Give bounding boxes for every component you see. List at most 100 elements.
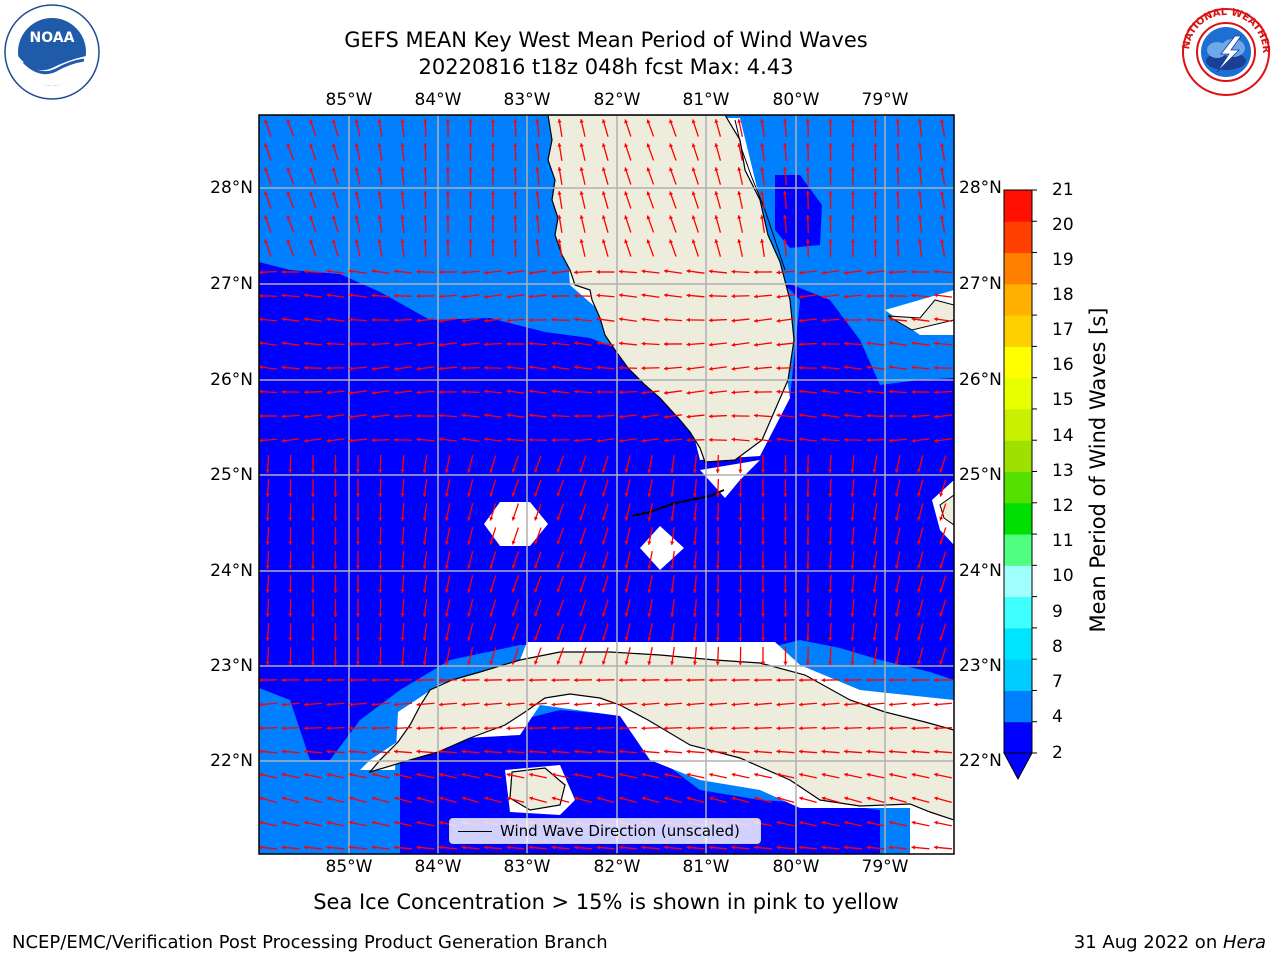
wind-wave-arrowhead (513, 143, 518, 147)
wind-wave-arrowhead (709, 726, 713, 731)
wind-wave-arrowhead (439, 342, 443, 347)
wind-wave-arrowhead (894, 493, 899, 497)
wind-wave-arrowhead (596, 677, 600, 683)
wind-wave-arrowhead (624, 660, 629, 665)
wind-wave-arrowhead (692, 541, 698, 545)
wind-wave-arrowhead (624, 167, 629, 172)
wind-wave-arrowhead (422, 589, 427, 593)
wind-wave-arrowhead (664, 341, 668, 347)
wind-wave-arrowhead (579, 612, 584, 617)
wind-wave-arrowhead (371, 390, 376, 395)
chart-title: GEFS MEAN Key West Mean Period of Wind W… (344, 28, 868, 52)
wind-wave-arrowhead (828, 637, 833, 641)
wind-wave-arrowhead (670, 637, 675, 641)
wind-wave-arrowhead (489, 516, 494, 521)
wind-wave-arrowhead (873, 191, 878, 195)
wind-wave-arrowhead (310, 661, 316, 665)
wind-wave-arrowhead (394, 437, 398, 442)
wind-wave-arrowhead (783, 565, 788, 569)
wind-wave-arrowhead (326, 796, 331, 801)
wind-wave-arrowhead (647, 541, 652, 545)
wind-wave-arrowhead (445, 119, 451, 123)
wind-wave-arrowhead (805, 167, 810, 171)
wind-wave-arrowhead (895, 191, 900, 195)
wind-wave-arrowhead (304, 749, 308, 754)
wind-wave-arrowhead (646, 143, 651, 148)
wind-wave-arrowhead (551, 677, 555, 683)
wind-wave-arrowhead (619, 390, 623, 395)
wind-wave-arrowhead (850, 215, 856, 219)
wind-wave-arrowhead (737, 143, 742, 147)
wind-wave-arrowhead (917, 119, 923, 123)
colorbar-bin (1004, 315, 1032, 347)
wind-wave-arrowhead (259, 317, 263, 322)
wind-wave-arrowhead (641, 726, 645, 731)
wind-wave-arrowhead (467, 660, 472, 665)
wind-wave-arrowhead (601, 540, 606, 545)
wind-wave-arrowhead (670, 493, 675, 497)
wind-wave-arrowhead (709, 342, 713, 347)
wind-wave-arrowhead (579, 119, 584, 123)
wind-wave-arrowhead (664, 796, 669, 801)
wind-wave-arrowhead (686, 438, 690, 443)
wind-wave-arrowhead (760, 661, 766, 665)
wind-wave-arrowhead (760, 167, 765, 171)
wind-wave-arrowhead (489, 540, 494, 545)
wind-wave-arrowhead (850, 239, 856, 243)
wind-wave-arrowhead (551, 438, 555, 443)
lat-label-left: 28°N (210, 178, 253, 198)
wind-wave-arrowhead (850, 541, 855, 545)
wind-wave-arrowhead (760, 493, 766, 497)
wind-wave-arrowhead (686, 772, 691, 777)
wind-wave-arrowhead (939, 612, 944, 617)
wind-wave-arrowhead (489, 492, 494, 497)
wind-wave-arrowhead (601, 564, 606, 569)
wind-wave-arrowhead (850, 143, 856, 147)
wind-wave-arrowhead (286, 143, 291, 148)
wind-wave-arrowhead (281, 341, 286, 346)
colorbar-tick-label: 20 (1052, 215, 1074, 235)
wind-wave-arrowhead (265, 493, 270, 497)
national-weather-service-logo: NATIONAL WEATHER SERVICE (1173, 0, 1275, 102)
wind-wave-arrowhead (490, 119, 496, 123)
wind-wave-arrowhead (911, 845, 916, 850)
wind-wave-arrowhead (349, 820, 353, 825)
sea-dark-blue-northeast (775, 175, 822, 248)
wind-wave-arrowhead (799, 749, 803, 754)
wind-wave-arrowhead (506, 413, 511, 418)
wind-wave-arrowhead (326, 414, 331, 419)
wind-wave-arrowhead (782, 215, 788, 219)
wind-wave-arrowhead (461, 413, 466, 418)
wind-wave-arrowhead (850, 119, 856, 123)
wind-wave-arrowhead (394, 820, 398, 825)
wind-wave-arrowhead (624, 191, 629, 196)
wind-wave-arrowhead (506, 365, 511, 370)
wind-wave-arrowhead (506, 726, 510, 731)
wind-wave-arrowhead (304, 845, 308, 850)
wind-wave-arrowhead (850, 167, 856, 171)
wind-wave-arrowhead (850, 469, 855, 473)
wind-wave-arrowhead (754, 702, 758, 707)
wind-wave-arrowhead (641, 269, 646, 274)
wind-wave-arrowhead (288, 493, 293, 497)
wind-wave-arrowhead (715, 589, 720, 593)
wind-wave-arrowhead (444, 565, 450, 569)
wind-wave-arrowhead (484, 796, 489, 801)
wind-wave-arrowhead (326, 845, 331, 850)
wind-wave-arrowhead (423, 167, 428, 171)
wind-wave-arrowhead (738, 613, 743, 617)
wind-wave-arrowhead (731, 702, 736, 707)
wind-wave-arrowhead (444, 637, 450, 641)
wind-wave-arrowhead (624, 119, 629, 124)
wind-wave-arrowhead (782, 191, 788, 195)
wind-wave-arrowhead (805, 613, 810, 617)
wind-wave-arrowhead (557, 119, 562, 123)
lat-label-right: 27°N (959, 274, 1002, 294)
wind-wave-arrowhead (416, 342, 421, 347)
wind-wave-arrowhead (866, 820, 871, 825)
wind-wave-arrowhead (281, 677, 285, 683)
wind-wave-arrowhead (349, 677, 353, 683)
wind-wave-arrowhead (911, 677, 915, 683)
wind-wave-arrowhead (484, 413, 488, 418)
wind-wave-arrowhead (304, 390, 308, 395)
